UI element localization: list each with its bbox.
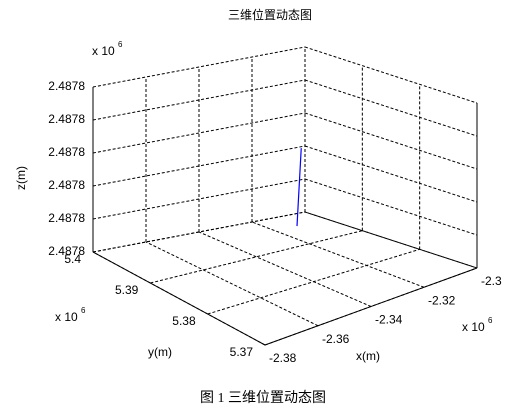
z-axis-label: z(m) — [14, 166, 28, 190]
line-3d — [296, 148, 302, 227]
y-tick-label: 5.37 — [230, 345, 254, 359]
z-tick-label: 2.4878 — [48, 211, 85, 225]
grid-line — [207, 248, 420, 315]
z-multiplier: x 10 — [92, 44, 115, 58]
grid-line — [251, 221, 425, 288]
x-tick-label: -2.36 — [322, 332, 350, 346]
z-tick-label: 2.4878 — [48, 244, 85, 258]
grid-line — [304, 46, 478, 104]
grid-line — [145, 241, 319, 327]
y-tick-label: 5.38 — [172, 314, 196, 328]
z-multiplier-exponent: 6 — [118, 40, 123, 49]
x-tick-label: -2.32 — [428, 293, 456, 307]
y-multiplier-exponent: 6 — [81, 306, 86, 315]
z-tick-label: 2.4878 — [48, 178, 85, 192]
chart-title: 三维位置动态图 — [228, 7, 312, 22]
z-tick-label: 2.4878 — [48, 79, 85, 93]
x-tick-label: -2.3 — [481, 274, 502, 288]
y-multiplier: x 10 — [55, 310, 78, 324]
figure-caption: 图 1 三维位置动态图 — [200, 390, 326, 406]
grid-line — [92, 46, 306, 88]
grid-line — [92, 178, 306, 220]
grid-line — [198, 231, 372, 307]
axis-line — [264, 267, 478, 346]
x-tick-label: -2.34 — [375, 313, 403, 327]
x-multiplier: x 10 — [462, 320, 485, 334]
y-tick-label: 5.39 — [115, 283, 139, 297]
grid-line — [304, 211, 478, 269]
y-axis-label: y(m) — [148, 345, 172, 359]
grid-line — [92, 211, 306, 253]
x-tick-label: -2.38 — [269, 351, 297, 365]
axis-line — [92, 251, 266, 346]
grid-line — [150, 230, 363, 284]
grid-line — [304, 178, 478, 236]
grid-line — [92, 145, 306, 187]
x-multiplier-exponent: 6 — [488, 316, 493, 325]
grid-line — [92, 112, 306, 154]
z-tick-label: 2.4878 — [48, 145, 85, 159]
grid-line — [92, 79, 306, 121]
grid-line — [304, 145, 478, 203]
grid-line — [304, 79, 478, 137]
y-tick-label: 5.4 — [64, 252, 81, 266]
z-tick-label: 2.4878 — [48, 112, 85, 126]
grid-line — [304, 112, 478, 170]
x-axis-label: x(m) — [356, 349, 380, 363]
